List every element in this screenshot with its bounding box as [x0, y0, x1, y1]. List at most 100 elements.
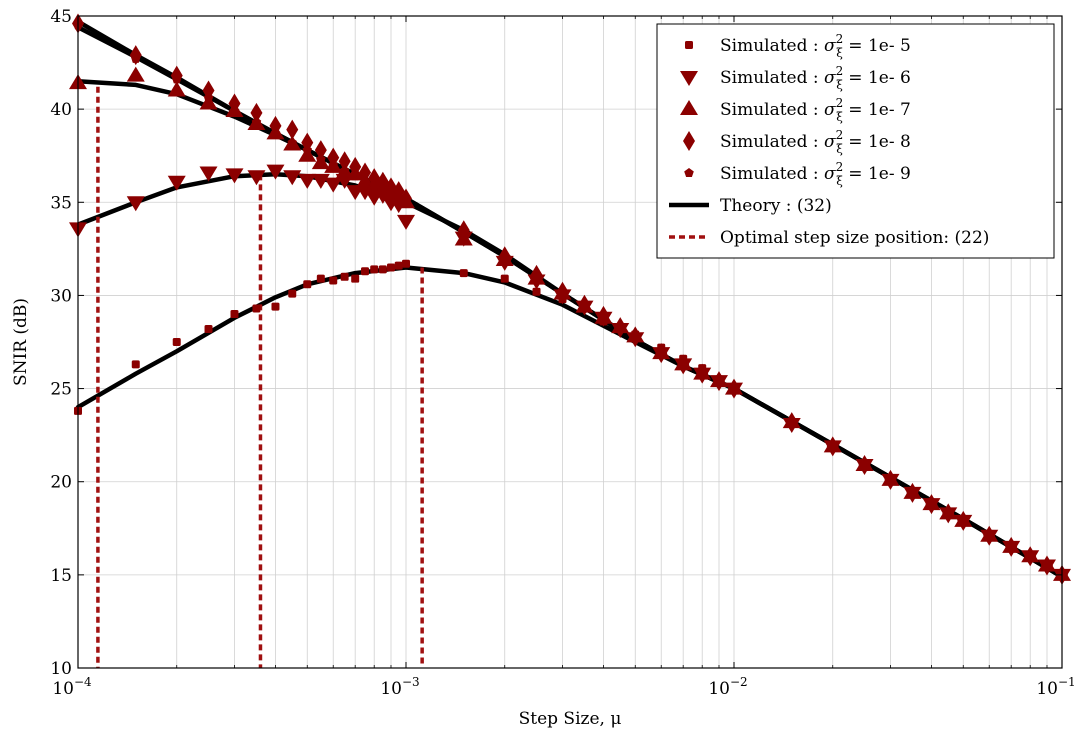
diamond-marker [250, 102, 263, 123]
legend-prefix: Simulated : [720, 100, 824, 120]
y-axis-label: SNIR (dB) [11, 298, 31, 386]
pentagon-marker [907, 487, 918, 497]
pentagon-marker [598, 312, 609, 322]
legend-item: Theory : (32) [669, 196, 832, 216]
legend-prefix: Simulated : [720, 36, 824, 56]
pentagon-marker [369, 180, 379, 190]
square-marker [386, 263, 395, 272]
pentagon-marker [926, 499, 937, 509]
legend-suffix: = 1e- 7 [843, 100, 911, 120]
legend-suffix: = 1e- 8 [843, 132, 911, 152]
pentagon-marker [579, 301, 590, 311]
y-tick-label: 35 [50, 193, 72, 213]
triangle-down-marker [247, 170, 266, 186]
pentagon-marker [386, 189, 396, 199]
pentagon-marker [378, 184, 388, 194]
legend-box [656, 23, 1055, 259]
y-tick-label: 15 [50, 566, 72, 586]
triangle-up-marker [680, 100, 698, 115]
pentagon-marker [339, 165, 350, 175]
pentagon-marker [697, 368, 707, 378]
pentagon-marker [678, 359, 688, 369]
triangle-down-marker [199, 166, 218, 182]
legend-item: Simulated : σ2 ξ = 1e- 5 [685, 32, 911, 60]
y-tick-label: 25 [50, 380, 72, 400]
pentagon-marker [350, 171, 360, 181]
triangle-down-marker [397, 214, 415, 230]
legend-sub: ξ [836, 46, 843, 60]
triangle-down-marker [126, 196, 145, 212]
square-marker [361, 267, 370, 276]
diamond-marker [683, 131, 695, 151]
legend-sub: ξ [836, 78, 843, 92]
optimal-step-lines [96, 86, 424, 668]
triangle-down-marker [298, 173, 317, 189]
legend-sup: 2 [836, 32, 844, 46]
square-marker [172, 338, 181, 346]
pentagon-marker [131, 53, 141, 63]
legend-sigma: σ [824, 100, 836, 120]
x-tick-label: 10−4 [52, 675, 92, 699]
legend-sup: 2 [836, 64, 844, 78]
triangle-down-marker [225, 168, 244, 184]
pentagon-marker [316, 154, 326, 164]
pentagon-marker [287, 137, 297, 147]
triangle-down-marker [283, 170, 302, 186]
pentagon-marker [302, 145, 312, 155]
square-marker [204, 324, 213, 333]
x-tick-base: 10 [708, 679, 730, 699]
legend-item: Simulated : σ2 ξ = 1e- 6 [680, 64, 911, 92]
x-tick-exponent: −2 [730, 675, 748, 689]
y-tick-label: 30 [50, 286, 72, 306]
square-marker [394, 261, 403, 270]
y-tick-label: 40 [50, 100, 72, 120]
pentagon-marker [531, 271, 542, 281]
legend-sigma: σ [824, 164, 836, 184]
triangle-down-marker [266, 164, 285, 180]
theory-curve [75, 265, 1065, 579]
triangle-up-marker [298, 146, 317, 162]
pentagon-marker [459, 229, 469, 238]
legend-item: Simulated : σ2 ξ = 1e- 7 [680, 96, 911, 124]
legend-prefix: Simulated : [720, 164, 824, 184]
square-marker [378, 265, 387, 274]
legend-label: Simulated : σ2 ξ = 1e- 8 [720, 128, 911, 156]
legend-sub: ξ [836, 142, 843, 156]
pentagon-marker [1042, 560, 1052, 570]
pentagon-marker [958, 515, 968, 525]
simulated-markers [69, 13, 1071, 585]
legend-suffix: = 1e- 5 [843, 36, 911, 56]
square-marker [370, 265, 379, 274]
square-marker [459, 269, 468, 278]
legend-sup: 2 [836, 160, 844, 174]
x-tick-label: 10−1 [1036, 675, 1075, 699]
square-marker [131, 360, 140, 369]
pentagon-marker [885, 474, 896, 484]
x-tick-exponent: −1 [1058, 675, 1076, 689]
square-marker [230, 310, 239, 319]
pentagon-marker [229, 106, 240, 116]
diamond-marker [338, 151, 351, 172]
square-marker [271, 302, 280, 311]
square-marker [340, 272, 349, 281]
diamond-marker [286, 119, 299, 140]
pentagon-marker [172, 74, 182, 84]
y-tick-label: 20 [50, 473, 72, 493]
square-marker [316, 274, 325, 283]
y-tick-label: 10 [50, 659, 72, 679]
x-tick-exponent: −3 [402, 675, 420, 689]
legend-label: Simulated : σ2 ξ = 1e- 9 [720, 160, 911, 188]
legend-sigma: σ [824, 36, 836, 56]
triangle-up-marker [126, 66, 145, 82]
legend-suffix: = 1e- 9 [843, 164, 911, 184]
pentagon-marker [787, 417, 797, 427]
legend-label: Simulated : σ2 ξ = 1e- 5 [720, 32, 911, 60]
square-marker [500, 274, 509, 283]
legend-sup: 2 [836, 128, 844, 142]
pentagon-marker [630, 331, 640, 341]
pentagon-marker [984, 530, 994, 540]
pentagon-marker [615, 322, 625, 332]
